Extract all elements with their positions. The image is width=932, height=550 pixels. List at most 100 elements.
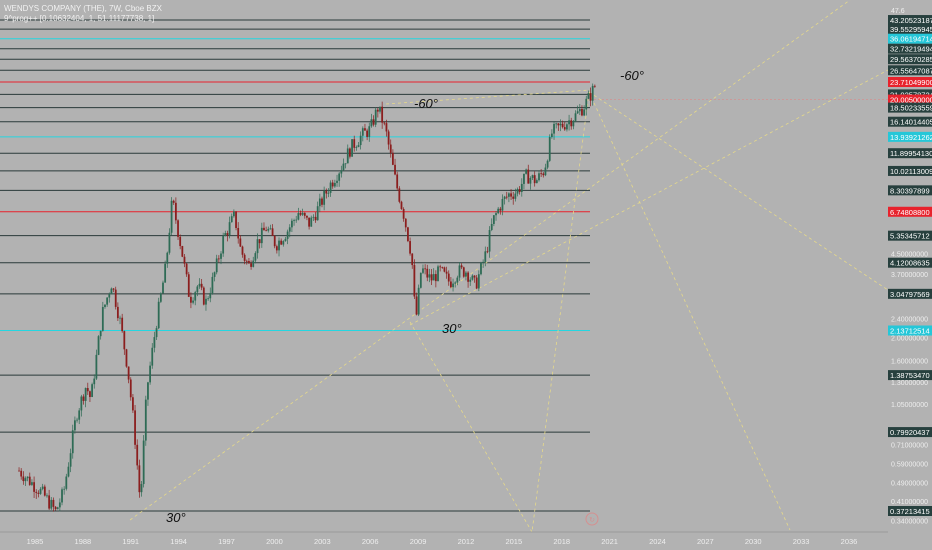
- candle[interactable]: [228, 222, 231, 236]
- candle[interactable]: [258, 239, 261, 244]
- candle[interactable]: [563, 127, 566, 130]
- candle[interactable]: [91, 384, 93, 397]
- candle[interactable]: [144, 399, 147, 441]
- candle[interactable]: [538, 173, 540, 181]
- candle[interactable]: [35, 491, 38, 493]
- candle[interactable]: [462, 267, 465, 277]
- candle[interactable]: [533, 175, 536, 184]
- candle[interactable]: [443, 267, 446, 272]
- candle[interactable]: [226, 233, 229, 236]
- candle[interactable]: [450, 281, 452, 288]
- candle[interactable]: [456, 277, 459, 283]
- candle[interactable]: [278, 240, 280, 251]
- candle[interactable]: [31, 482, 33, 485]
- candle[interactable]: [174, 202, 177, 221]
- candle[interactable]: [499, 208, 502, 211]
- candle[interactable]: [342, 163, 345, 171]
- price-label[interactable]: 36.06194714: [888, 33, 932, 44]
- candle[interactable]: [553, 123, 555, 134]
- candle[interactable]: [196, 286, 199, 293]
- candle[interactable]: [179, 236, 182, 247]
- candle[interactable]: [400, 201, 403, 209]
- candle[interactable]: [409, 241, 411, 254]
- candle[interactable]: [486, 251, 489, 253]
- candle[interactable]: [477, 274, 480, 289]
- candle[interactable]: [336, 180, 338, 183]
- candle[interactable]: [172, 200, 175, 203]
- candle[interactable]: [284, 238, 287, 242]
- candle[interactable]: [56, 507, 59, 510]
- candle[interactable]: [329, 182, 332, 193]
- candle[interactable]: [376, 109, 379, 112]
- candle[interactable]: [136, 444, 139, 466]
- candle[interactable]: [318, 198, 321, 207]
- fan-line[interactable]: [531, 91, 590, 533]
- candle[interactable]: [155, 328, 158, 338]
- candle[interactable]: [99, 330, 102, 337]
- candle[interactable]: [323, 190, 326, 205]
- candle[interactable]: [41, 486, 44, 489]
- candle[interactable]: [181, 246, 184, 257]
- candle[interactable]: [361, 128, 364, 136]
- candle[interactable]: [58, 502, 61, 508]
- price-label[interactable]: 4.50000000: [891, 252, 928, 259]
- candle[interactable]: [43, 486, 46, 496]
- candle[interactable]: [243, 254, 246, 261]
- candle[interactable]: [581, 108, 583, 116]
- angle-label[interactable]: -60°: [414, 96, 438, 111]
- candle[interactable]: [138, 465, 141, 493]
- candle[interactable]: [480, 262, 482, 275]
- candle[interactable]: [366, 130, 369, 137]
- candle[interactable]: [559, 123, 562, 126]
- candle[interactable]: [544, 167, 547, 176]
- price-label[interactable]: 39.55295945: [888, 24, 932, 35]
- candle[interactable]: [121, 317, 124, 332]
- candle[interactable]: [387, 131, 390, 145]
- candle[interactable]: [224, 233, 227, 236]
- candle[interactable]: [482, 261, 485, 263]
- candle[interactable]: [445, 271, 448, 274]
- candle[interactable]: [267, 228, 270, 231]
- candle[interactable]: [542, 173, 545, 176]
- candle[interactable]: [80, 396, 83, 411]
- candle[interactable]: [116, 306, 119, 319]
- candle[interactable]: [404, 218, 407, 228]
- candle[interactable]: [529, 177, 532, 184]
- candle[interactable]: [54, 506, 57, 510]
- candle[interactable]: [467, 272, 469, 282]
- candle[interactable]: [67, 466, 70, 477]
- candle[interactable]: [452, 283, 454, 288]
- candle[interactable]: [572, 120, 575, 127]
- candle[interactable]: [301, 212, 304, 215]
- candle[interactable]: [170, 200, 173, 233]
- candle[interactable]: [114, 289, 117, 307]
- candle[interactable]: [168, 232, 171, 253]
- candle[interactable]: [394, 164, 396, 175]
- candle[interactable]: [439, 266, 442, 268]
- candle[interactable]: [591, 85, 594, 101]
- candle[interactable]: [441, 267, 444, 269]
- candle[interactable]: [471, 275, 474, 280]
- candle[interactable]: [359, 135, 362, 146]
- candle[interactable]: [514, 193, 517, 199]
- candle[interactable]: [202, 287, 205, 305]
- candle[interactable]: [523, 173, 525, 184]
- candle[interactable]: [230, 216, 233, 223]
- candle[interactable]: [187, 274, 190, 297]
- candle[interactable]: [22, 476, 25, 482]
- candle[interactable]: [458, 265, 461, 278]
- candle[interactable]: [194, 292, 197, 301]
- price-label[interactable]: 32.73219494: [888, 43, 932, 54]
- candle[interactable]: [286, 231, 289, 239]
- candle[interactable]: [368, 126, 371, 137]
- price-label[interactable]: 0.34000000: [891, 518, 928, 525]
- candle[interactable]: [123, 331, 126, 350]
- candle[interactable]: [587, 93, 590, 99]
- candle[interactable]: [454, 282, 457, 284]
- candle[interactable]: [548, 137, 551, 161]
- candle[interactable]: [48, 495, 51, 509]
- candle[interactable]: [134, 410, 136, 445]
- candle[interactable]: [460, 265, 463, 268]
- price-label[interactable]: 47.6: [891, 8, 905, 15]
